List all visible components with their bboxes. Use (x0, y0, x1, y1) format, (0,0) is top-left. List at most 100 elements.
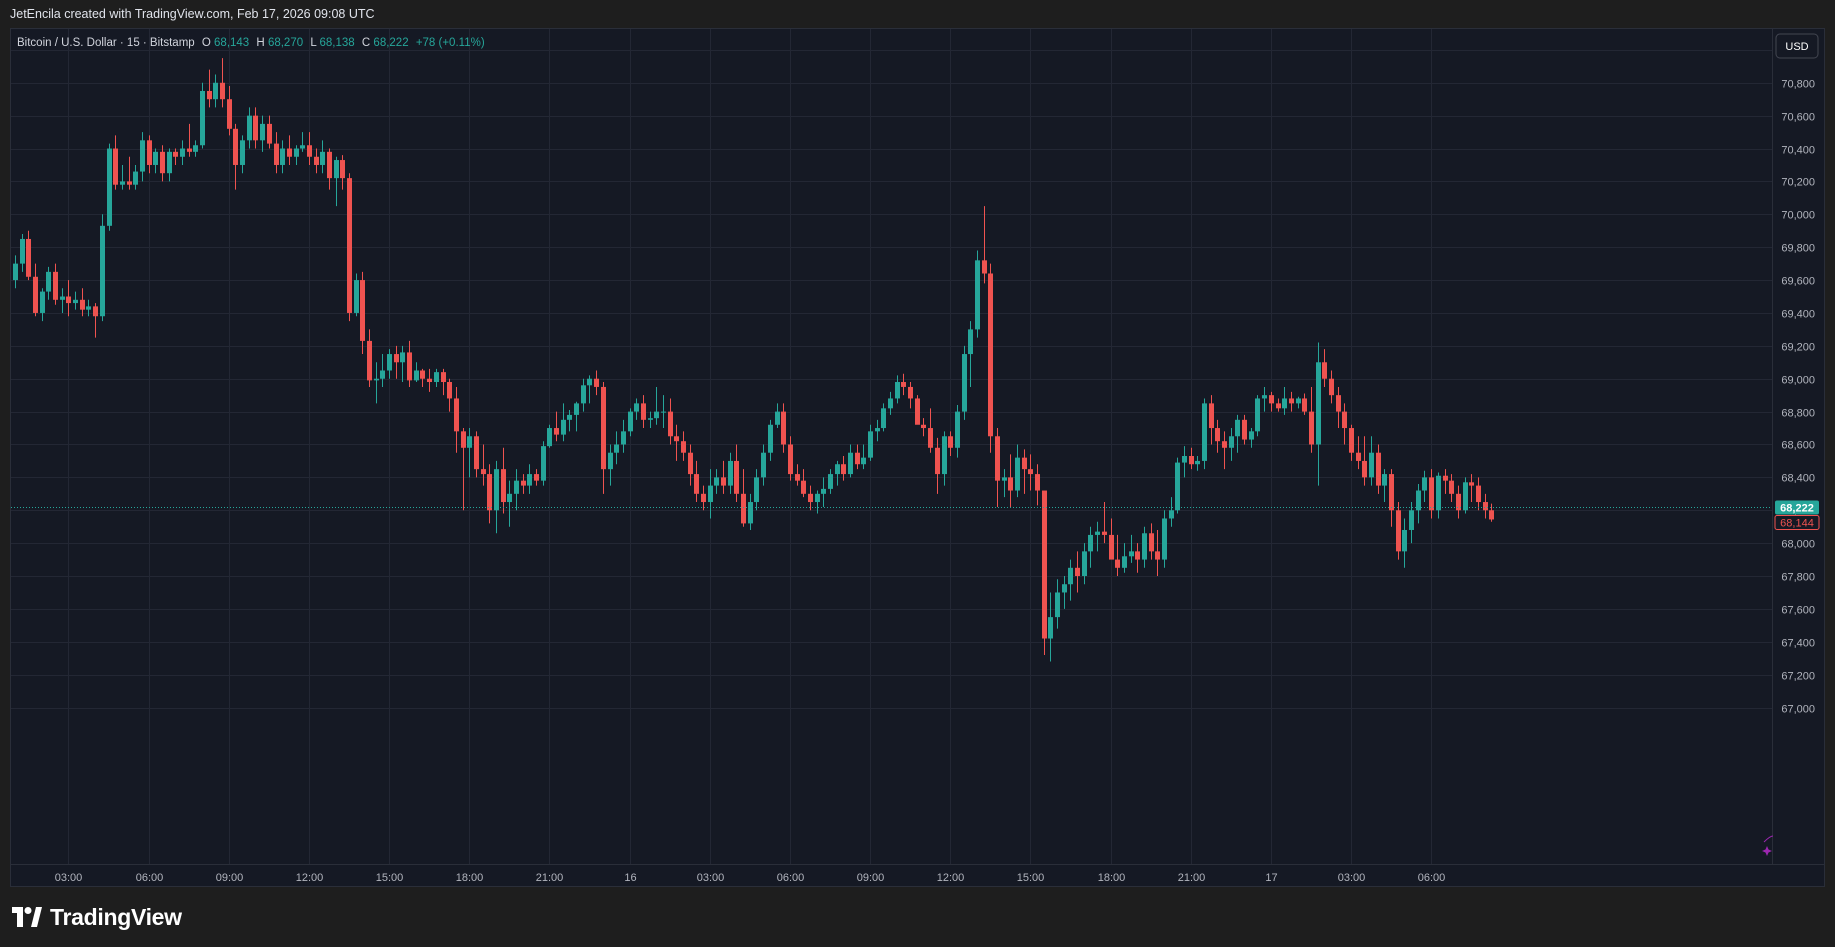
candle-body (975, 260, 980, 330)
last-price-tag: 68,222 (1775, 500, 1819, 515)
price-axis[interactable]: 67,000 67,200 67,400 67,600 67,800 68,000 68,2… (1781, 13, 1815, 716)
candle-body (227, 99, 232, 129)
time-tick-label: 06:00 (136, 872, 164, 884)
candle-body (1262, 395, 1267, 399)
candle-body (113, 148, 118, 185)
candle-body (494, 469, 499, 511)
candle-body (815, 493, 820, 503)
candlestick-chart[interactable]: 67,000 67,200 67,400 67,600 67,800 68,000 68,2… (11, 13, 1824, 886)
candle-body (968, 329, 973, 355)
candle-body (1296, 398, 1301, 404)
candle-body (193, 145, 198, 152)
candle-body (648, 418, 653, 420)
candle-body (567, 414, 572, 420)
candle-body (594, 378, 599, 387)
candle-body (674, 436, 679, 442)
candle-body (688, 452, 693, 475)
high-label: H (256, 37, 264, 49)
candle-body (581, 385, 586, 404)
candle-body (781, 411, 786, 445)
candle-body (728, 460, 733, 486)
price-tick-label: 68,600 (1781, 440, 1815, 452)
currency-button-label[interactable]: USD (1785, 41, 1808, 53)
candle-body (1169, 510, 1174, 519)
candle-body (821, 488, 826, 494)
candle-body (1483, 502, 1488, 511)
candle-body (374, 378, 379, 381)
candle-body (327, 151, 332, 179)
candle-body (487, 474, 492, 511)
candle-body (1476, 485, 1481, 503)
candle-body (1429, 477, 1434, 511)
candle-body (86, 306, 91, 310)
candle-body (935, 447, 940, 475)
candle-body (314, 156, 319, 165)
candle-body (1028, 469, 1033, 475)
price-tick-label: 69,400 (1781, 309, 1815, 321)
candle-body (1008, 477, 1013, 491)
candle-body (441, 372, 446, 383)
candle-body (1463, 482, 1468, 511)
candle-body (267, 123, 272, 144)
candle-body (33, 276, 38, 313)
candle-body (835, 464, 840, 475)
candle-body (1075, 567, 1080, 577)
tradingview-logo[interactable]: TradingView (12, 902, 182, 932)
sparkle-icon[interactable] (1762, 835, 1774, 856)
candle-body (1489, 510, 1494, 520)
candle-body (634, 403, 639, 412)
candle-body (1329, 378, 1334, 396)
candle-body (1189, 455, 1194, 465)
candle-body (541, 446, 546, 481)
candle-body (107, 148, 112, 226)
candle-body (394, 354, 399, 363)
candle-body (608, 452, 613, 470)
candle-body (1109, 534, 1114, 560)
candle-body (921, 424, 926, 429)
close-label: C (362, 37, 370, 49)
candle-body (127, 181, 132, 185)
candle-body (1002, 477, 1007, 481)
candle-body (1215, 428, 1220, 442)
time-tick-label: 03:00 (55, 872, 83, 884)
time-tick-label: 09:00 (857, 872, 885, 884)
price-tick-label: 67,000 (1781, 704, 1815, 716)
candle-body (427, 378, 432, 383)
candle-body (1443, 475, 1448, 481)
candle-body (1042, 490, 1047, 639)
candle-body (1309, 411, 1314, 445)
candle-body (260, 123, 265, 141)
candle-body (387, 354, 392, 371)
candle-body (360, 280, 365, 341)
candle-body (808, 493, 813, 503)
candle-body (1122, 556, 1127, 568)
currency-button[interactable]: USD (1775, 33, 1819, 59)
grid-lines (11, 17, 1772, 864)
candle-body (73, 299, 78, 304)
chart-panel[interactable]: 67,000 67,200 67,400 67,600 67,800 68,000 68,2… (10, 13, 1825, 887)
price-tick-label: 70,800 (1781, 79, 1815, 91)
candle-body (501, 469, 506, 503)
candle-body (948, 436, 953, 448)
price-tick-label: 70,200 (1781, 177, 1815, 189)
candle-body (754, 477, 759, 503)
candle-body (601, 386, 606, 470)
candle-body (521, 480, 526, 486)
candle-body (1235, 419, 1240, 437)
candle-body (1349, 428, 1354, 453)
time-tick-label: 18:00 (1098, 872, 1126, 884)
change-value: +78 (+0.11%) (416, 37, 485, 49)
candle-body (574, 403, 579, 415)
time-tick-label: 15:00 (376, 872, 404, 884)
candle-body (280, 148, 285, 165)
time-axis[interactable]: 03:00 06:00 09:00 12:00 15:00 18:00 21:00 16 03:… (55, 872, 1446, 884)
candle-body (367, 340, 372, 381)
candle-body (681, 441, 686, 453)
time-tick-label: 15:00 (1017, 872, 1045, 884)
candle-body (955, 411, 960, 448)
candle-body (561, 419, 566, 435)
candle-body (220, 82, 225, 100)
candle-body (274, 143, 279, 165)
candle-body (253, 115, 258, 141)
candle-body (1322, 362, 1327, 379)
